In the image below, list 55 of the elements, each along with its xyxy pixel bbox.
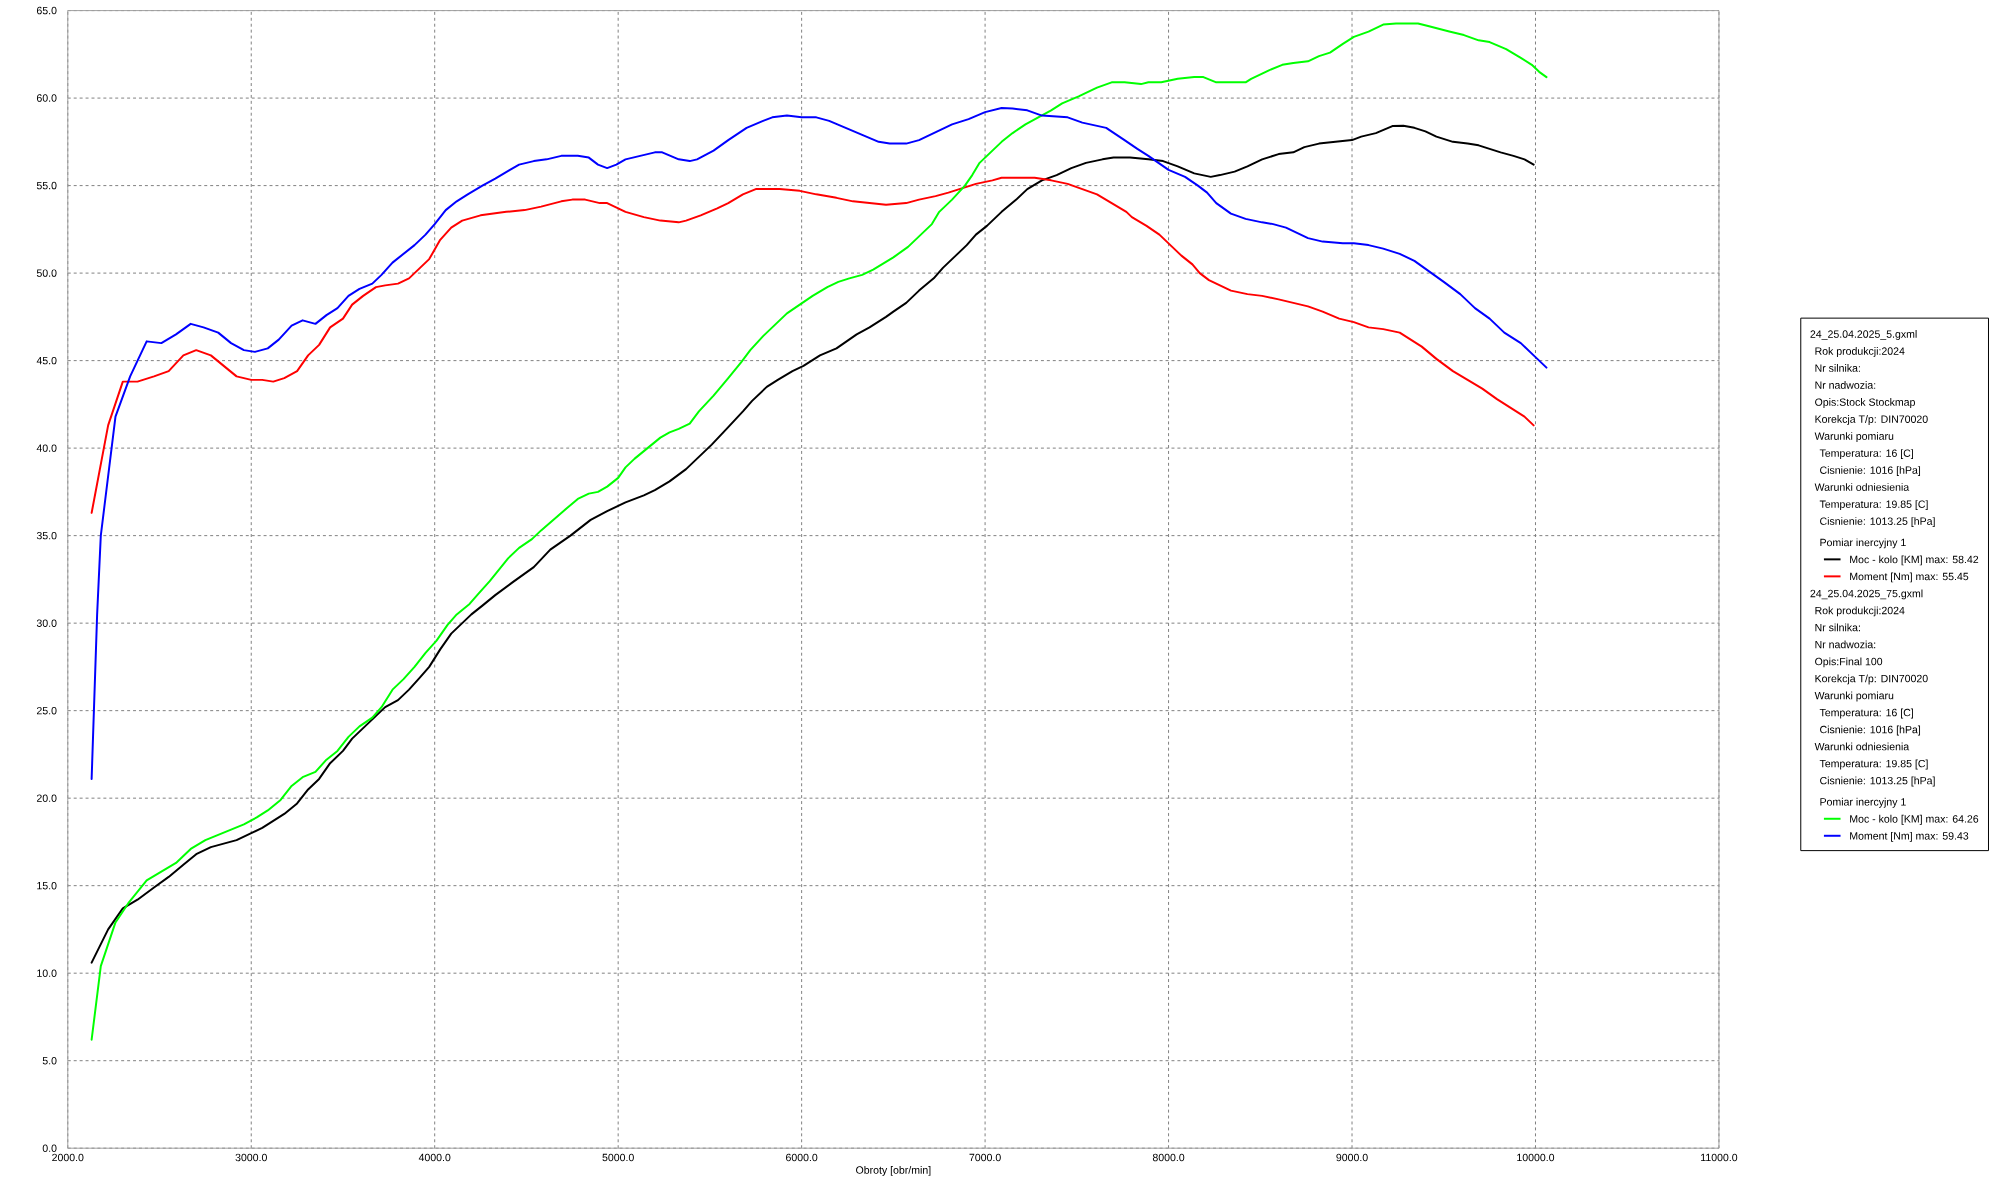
x-tick-label: 9000.0 [1336, 1153, 1368, 1162]
y-tick-label: 20.0 [36, 794, 57, 803]
text: Rok produkcji:2024 [1815, 347, 1905, 358]
x-tick-label: 8000.0 [1152, 1153, 1185, 1162]
x-tick-label: 11000.0 [1701, 1153, 1738, 1162]
text: Nr nadwozia: [1815, 381, 1876, 389]
text: 24_25.04.2025_5.gxml [1810, 330, 1917, 341]
x-tick-label: 3000.0 [235, 1153, 267, 1162]
y-tick-label: 65.0 [36, 6, 57, 15]
text: Nr nadwozia: [1815, 640, 1876, 649]
text: Opis:Stock Stockmap [1815, 398, 1915, 409]
y-tick-label: 15.0 [37, 882, 57, 890]
legend-label: Moc - kolo [KM] max: 64.26 [1850, 814, 1979, 825]
y-tick-label: 50.0 [36, 269, 57, 277]
legend-label: Moment [Nm] max: 55.45 [1850, 572, 1969, 583]
y-tick-label: 0.0 [42, 1144, 57, 1153]
text: Korekcja T/p: DIN70020 [1815, 415, 1928, 426]
text: Warunki pomiaru [1814, 432, 1894, 443]
y-tick-label: 10.0 [37, 969, 57, 978]
y-tick-label: 40.0 [36, 444, 57, 452]
text: Rok produkcji:2024 [1815, 606, 1905, 617]
y-tick-label: 60.0 [36, 94, 57, 102]
text: 24_25.04.2025_75.gxml [1810, 589, 1923, 600]
text: Cisnienie: 1016 [hPa] [1820, 466, 1921, 477]
x-tick-label: 4000.0 [418, 1153, 451, 1162]
legend-label: Moment [Nm] max: 59.43 [1850, 831, 1969, 842]
y-tick-label: 55.0 [36, 181, 57, 190]
text: Pomiar inercyjny 1 [1820, 538, 1906, 549]
text: Warunki odniesienia [1814, 483, 1910, 492]
y-tick-label: 35.0 [36, 532, 57, 540]
y-tick-label: 30.0 [36, 619, 57, 627]
x-tick-label: 6000.0 [786, 1153, 818, 1162]
y-tick-label: 5.0 [42, 1057, 57, 1065]
text: Warunki odniesienia [1814, 742, 1910, 751]
text: Nr silnika: [1815, 364, 1860, 372]
text: Pomiar inercyjny 1 [1820, 797, 1906, 808]
y-tick-label: 25.0 [36, 707, 57, 715]
legend-label: Moc - kolo [KM] max: 58.42 [1850, 555, 1979, 566]
x-tick-label: 5000.0 [602, 1153, 634, 1162]
text: Cisnienie: 1013.25 [hPa] [1820, 517, 1935, 528]
text: Cisnienie: 1013.25 [hPa] [1820, 776, 1935, 787]
text: Korekcja T/p: DIN70020 [1815, 674, 1928, 685]
x-tick-label: 2000.0 [52, 1153, 84, 1162]
text: Opis:Final 100 [1815, 657, 1883, 668]
text: Temperatura: 16 [C] [1819, 708, 1913, 719]
text: Temperatura: 19.85 [C] [1819, 759, 1928, 770]
text: Cisnienie: 1016 [hPa] [1820, 725, 1921, 736]
text: Temperatura: 19.85 [C] [1819, 500, 1928, 511]
x-tick-label: 10000.0 [1517, 1153, 1555, 1162]
text: Nr silnika: [1815, 623, 1860, 632]
x-axis-title: Obroty [obr/min] [856, 1166, 931, 1176]
text: Temperatura: 16 [C] [1819, 449, 1913, 460]
x-tick-label: 7000.0 [969, 1153, 1001, 1162]
text: Warunki pomiaru [1814, 691, 1894, 702]
y-tick-label: 45.0 [36, 357, 57, 365]
